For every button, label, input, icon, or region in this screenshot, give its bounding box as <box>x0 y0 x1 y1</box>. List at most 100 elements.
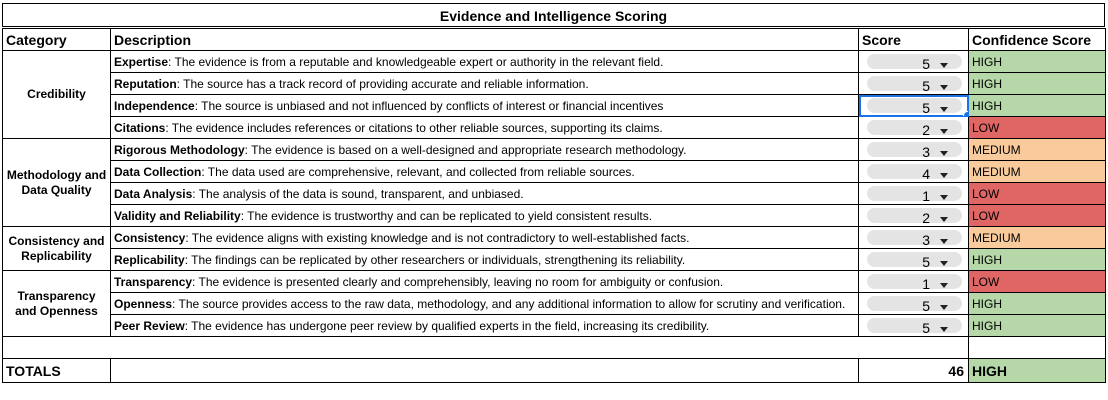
header-category[interactable]: Category <box>2 28 111 51</box>
dropdown-arrow-icon[interactable] <box>940 261 948 266</box>
category-cell[interactable]: Transparency and Openness <box>2 270 111 337</box>
dropdown-chip[interactable]: 5 <box>867 296 962 314</box>
score-dropdown[interactable]: 3 <box>858 138 969 161</box>
description-cell[interactable]: Validity and Reliability: The evidence i… <box>110 204 859 227</box>
empty-cell[interactable] <box>968 336 1106 359</box>
dropdown-chip[interactable]: 1 <box>867 186 962 204</box>
confidence-cell[interactable]: LOW <box>968 182 1106 205</box>
confidence-cell[interactable]: HIGH <box>968 292 1106 315</box>
score-dropdown[interactable]: 5 <box>858 72 969 95</box>
score-dropdown[interactable]: 5 <box>858 248 969 271</box>
dropdown-arrow-icon[interactable] <box>940 195 948 200</box>
confidence-cell[interactable]: HIGH <box>968 94 1106 117</box>
score-value: 3 <box>922 232 930 248</box>
dropdown-chip[interactable]: 3 <box>867 230 962 248</box>
dropdown-arrow-icon[interactable] <box>940 151 948 156</box>
table-row: Transparency and Openness Transparency: T… <box>2 270 1106 337</box>
score-value: 5 <box>922 78 930 94</box>
dropdown-arrow-icon[interactable] <box>940 283 948 288</box>
dropdown-chip[interactable]: 5 <box>867 318 962 336</box>
total-score[interactable]: 46 <box>858 358 969 383</box>
criterion-term: Peer Review <box>114 318 185 333</box>
confidence-cell[interactable]: LOW <box>968 116 1106 139</box>
confidence-cell[interactable]: MEDIUM <box>968 226 1106 249</box>
description-cell[interactable]: Transparency: The evidence is presented … <box>110 270 859 293</box>
description-cell[interactable]: Data Analysis: The analysis of the data … <box>110 182 859 205</box>
table-row: Validity and Reliability: The evidence i… <box>3 204 1106 227</box>
dropdown-chip[interactable]: 2 <box>867 120 962 138</box>
dropdown-arrow-icon[interactable] <box>940 217 948 222</box>
score-dropdown[interactable]: 3 <box>858 226 969 249</box>
header-score[interactable]: Score <box>858 28 969 51</box>
criterion-text: : The evidence is trustworthy and can be… <box>240 208 653 223</box>
score-value: 5 <box>922 100 930 116</box>
empty-cell[interactable] <box>2 336 111 359</box>
score-dropdown[interactable]: 5 <box>858 94 969 117</box>
confidence-cell[interactable]: HIGH <box>968 72 1106 95</box>
dropdown-arrow-icon[interactable] <box>940 305 948 310</box>
dropdown-chip[interactable]: 5 <box>867 98 962 116</box>
dropdown-chip[interactable]: 1 <box>867 274 962 292</box>
score-dropdown[interactable]: 2 <box>858 204 969 227</box>
description-cell[interactable]: Reputation: The source has a track recor… <box>110 72 859 95</box>
criterion-text: : The source has a track record of provi… <box>176 76 589 91</box>
dropdown-arrow-icon[interactable] <box>940 129 948 134</box>
category-cell[interactable]: Methodology and Data Quality <box>2 138 111 227</box>
criterion-text: : The evidence is presented clearly and … <box>192 274 724 289</box>
score-dropdown[interactable]: 4 <box>858 160 969 183</box>
score-dropdown[interactable]: 5 <box>858 50 969 73</box>
totals-label[interactable]: TOTALS <box>2 358 111 383</box>
criterion-text: : The evidence includes references or ci… <box>165 120 663 135</box>
description-cell[interactable]: Independence: The source is unbiased and… <box>110 94 859 117</box>
criterion-term: Replicability <box>114 252 185 267</box>
description-cell[interactable]: Expertise: The evidence is from a reputa… <box>110 50 859 73</box>
dropdown-arrow-icon[interactable] <box>940 63 948 68</box>
criterion-text: : The evidence is from a reputable and k… <box>168 54 664 69</box>
totals-empty-cell[interactable] <box>110 358 859 383</box>
dropdown-arrow-icon[interactable] <box>940 239 948 244</box>
empty-cell[interactable] <box>110 336 859 359</box>
total-confidence[interactable]: HIGH <box>968 358 1106 383</box>
criterion-text: : The evidence aligns with existing know… <box>185 230 690 245</box>
confidence-cell[interactable]: HIGH <box>968 50 1106 73</box>
description-cell[interactable]: Peer Review: The evidence has undergone … <box>110 314 859 337</box>
score-value: 5 <box>922 298 930 314</box>
dropdown-arrow-icon[interactable] <box>940 173 948 178</box>
score-dropdown[interactable]: 2 <box>858 116 969 139</box>
fill-handle[interactable] <box>963 111 968 116</box>
confidence-cell[interactable]: MEDIUM <box>968 160 1106 183</box>
confidence-cell[interactable]: LOW <box>968 270 1106 293</box>
description-cell[interactable]: Data Collection: The data used are compr… <box>110 160 859 183</box>
description-cell[interactable]: Citations: The evidence includes referen… <box>110 116 859 139</box>
confidence-cell[interactable]: HIGH <box>968 314 1106 337</box>
description-cell[interactable]: Rigorous Methodology: The evidence is ba… <box>110 138 859 161</box>
dropdown-arrow-icon[interactable] <box>940 327 948 332</box>
dropdown-chip[interactable]: 3 <box>867 142 962 160</box>
score-value: 3 <box>922 144 930 160</box>
confidence-cell[interactable]: MEDIUM <box>968 138 1106 161</box>
description-cell[interactable]: Openness: The source provides access to … <box>110 292 859 315</box>
category-cell[interactable]: Credibility <box>2 50 111 139</box>
totals-row: TOTALS 46 HIGH <box>2 358 1106 383</box>
dropdown-chip[interactable]: 5 <box>867 76 962 94</box>
dropdown-arrow-icon[interactable] <box>940 107 948 112</box>
header-description[interactable]: Description <box>110 28 859 51</box>
criterion-text: : The source is unbiased and not influen… <box>194 98 664 113</box>
category-cell[interactable]: Consistency and Replicability <box>2 226 111 271</box>
description-cell[interactable]: Replicability: The findings can be repli… <box>110 248 859 271</box>
confidence-cell[interactable]: HIGH <box>968 248 1106 271</box>
score-dropdown[interactable]: 1 <box>858 182 969 205</box>
score-dropdown[interactable]: 5 <box>858 292 969 315</box>
dropdown-chip[interactable]: 2 <box>867 208 962 226</box>
score-dropdown[interactable]: 5 <box>858 314 969 337</box>
dropdown-chip[interactable]: 5 <box>867 54 962 72</box>
empty-cell[interactable] <box>858 336 969 359</box>
dropdown-chip[interactable]: 5 <box>867 252 962 270</box>
score-dropdown[interactable]: 1 <box>858 270 969 293</box>
description-cell[interactable]: Consistency: The evidence aligns with ex… <box>110 226 859 249</box>
confidence-cell[interactable]: LOW <box>968 204 1106 227</box>
header-confidence[interactable]: Confidence Score <box>968 28 1106 51</box>
dropdown-arrow-icon[interactable] <box>940 85 948 90</box>
dropdown-chip[interactable]: 4 <box>867 164 962 182</box>
